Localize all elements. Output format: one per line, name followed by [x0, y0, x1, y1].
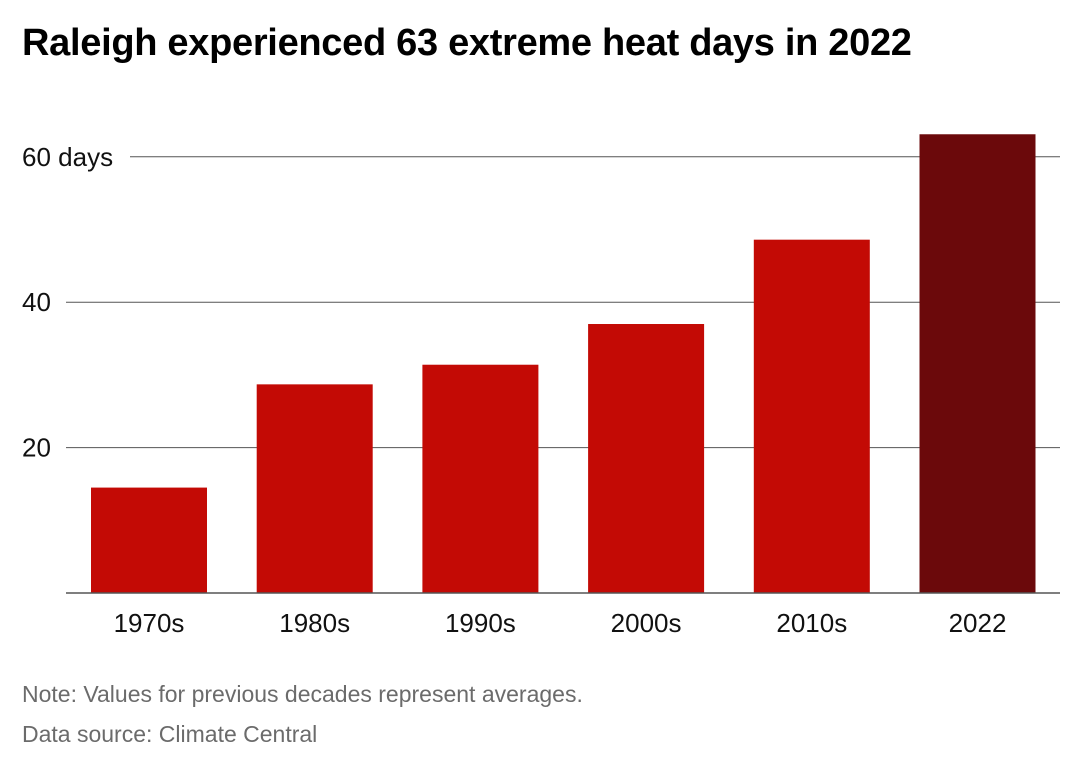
bar-2000s — [588, 324, 705, 593]
y-tick-label: 20 — [22, 433, 51, 463]
x-tick-labels: 1970s 1980s 1990s 2000s 2010s 2022 — [114, 608, 1007, 638]
x-tick-label: 2000s — [611, 608, 682, 638]
gridlines — [66, 156, 1060, 449]
chart-note: Note: Values for previous decades repres… — [22, 681, 583, 707]
bars — [91, 134, 1036, 594]
x-tick-label: 1970s — [114, 608, 185, 638]
x-tick-label: 2010s — [776, 608, 847, 638]
chart-title: Raleigh experienced 63 extreme heat days… — [22, 22, 912, 64]
bar-1990s — [422, 364, 539, 593]
bar-2010s — [753, 239, 870, 594]
y-tick-labels: 20 40 60 days — [22, 142, 113, 463]
bar-1970s — [91, 487, 207, 593]
x-tick-label: 2022 — [949, 608, 1007, 638]
bar-2022 — [919, 134, 1036, 593]
bar-chart: 20 40 60 days 1970s 1980s 1990s 2000s 2010s 202… — [22, 134, 1060, 638]
y-tick-label: 40 — [22, 287, 51, 317]
x-tick-label: 1980s — [279, 608, 350, 638]
y-tick-label: 60 days — [22, 142, 113, 172]
x-tick-label: 1990s — [445, 608, 516, 638]
bar-1980s — [256, 384, 373, 593]
data-source: Data source: Climate Central — [22, 721, 318, 747]
